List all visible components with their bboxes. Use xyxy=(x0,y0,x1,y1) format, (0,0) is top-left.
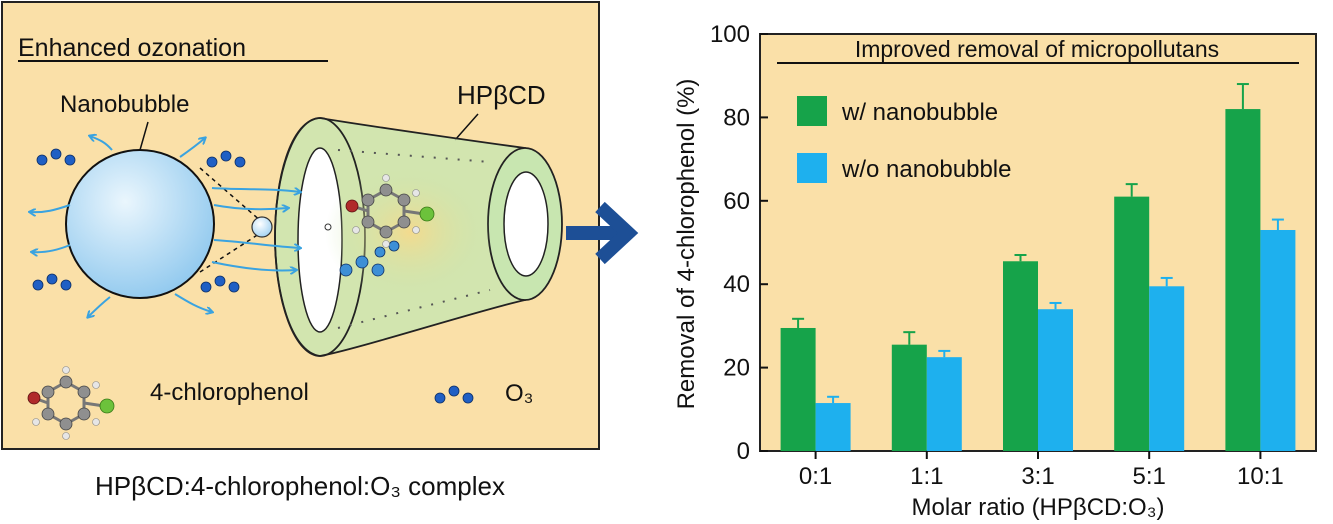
cone-inner-opening-narrow xyxy=(503,171,549,277)
y-tick-label: 0 xyxy=(737,438,750,465)
error-bar xyxy=(1125,183,1138,197)
ozone-molecule xyxy=(200,275,240,293)
legend-swatch xyxy=(797,153,827,183)
error-bar xyxy=(1049,301,1062,310)
bar-without-nanobubble-10-1 xyxy=(1260,229,1296,451)
x-tick-label: 1:1 xyxy=(910,463,943,490)
error-bar xyxy=(792,317,805,328)
bar-without-nanobubble-3-1 xyxy=(1038,309,1073,451)
legend-ozone-icon xyxy=(434,385,474,404)
right-arrow-icon xyxy=(566,201,639,265)
legend-label: w/o nanobubble xyxy=(841,156,1011,183)
error-bars xyxy=(792,83,1284,404)
error-bar xyxy=(827,395,840,404)
chart-legend: w/ nanobubble w/o nanobubble xyxy=(797,96,1011,183)
bar-chart: Improved removal of micropollutans 0 20 40… xyxy=(673,21,1317,521)
y-axis-label: Removal of 4-chlorophenol (%) xyxy=(673,79,700,410)
left-panel-caption: HPβCD:4-chlorophenol:O₃ complex xyxy=(95,471,505,501)
nanobubble-label: Nanobubble xyxy=(60,91,189,118)
bar-with-nanobubble-5-1 xyxy=(1114,196,1150,451)
legend-label: w/ nanobubble xyxy=(841,99,998,126)
bar-with-nanobubble-3-1 xyxy=(1003,261,1038,451)
ozone-molecule-in-cavity-2 xyxy=(374,240,400,258)
left-panel-title: Enhanced ozonation xyxy=(18,34,246,62)
x-tick-label: 5:1 xyxy=(1133,463,1166,490)
x-tick-label: 0:1 xyxy=(799,463,832,490)
y-tick-label: 100 xyxy=(710,21,750,48)
nanobubble xyxy=(65,149,215,299)
ozone-molecules xyxy=(32,148,400,293)
ozone-molecule-in-cavity xyxy=(339,255,385,277)
small-nanobubble xyxy=(251,216,273,238)
tiny-nanobubble xyxy=(324,223,332,231)
ozone-molecule xyxy=(206,150,246,168)
error-bar xyxy=(1236,83,1249,110)
ozone-molecule xyxy=(32,273,72,291)
x-axis: 0:1 1:1 3:1 5:1 10:1 xyxy=(799,451,1284,490)
error-bar xyxy=(1271,218,1284,230)
bar-with-nanobubble-10-1 xyxy=(1225,109,1261,451)
error-bar xyxy=(938,349,951,358)
bar-without-nanobubble-0-1 xyxy=(815,403,851,451)
ozone-molecule xyxy=(36,148,76,166)
x-tick-label: 10:1 xyxy=(1237,463,1284,490)
chlorophenol-molecule-in-cavity xyxy=(345,174,435,248)
host-label: HPβCD xyxy=(457,80,546,110)
left-panel: Enhanced ozonation Nanobubble HPβCD xyxy=(1,1,600,450)
error-bar xyxy=(1014,254,1027,262)
bar-without-nanobubble-5-1 xyxy=(1149,286,1185,451)
legend-chlorophenol-label: 4-chlorophenol xyxy=(150,379,309,406)
legend-ozone-label: O₃ xyxy=(505,380,533,407)
chart-title: Improved removal of micropollutans xyxy=(855,36,1219,62)
x-axis-label: Molar ratio (HPβCD:O₃) xyxy=(912,494,1165,521)
error-bar xyxy=(903,331,916,345)
host-pointer xyxy=(454,113,479,141)
y-tick-label: 60 xyxy=(723,188,750,215)
error-bar xyxy=(1160,276,1173,287)
bar-with-nanobubble-1-1 xyxy=(891,344,927,451)
y-tick-label: 40 xyxy=(723,271,750,298)
y-axis: 0 20 40 60 80 100 xyxy=(710,21,768,465)
diffusion-arrows xyxy=(30,136,300,317)
x-tick-label: 3:1 xyxy=(1021,463,1054,490)
legend-chlorophenol-icon xyxy=(27,366,115,440)
nanobubble-pointer xyxy=(139,121,149,151)
legend-swatch xyxy=(797,96,827,126)
y-tick-label: 80 xyxy=(723,104,750,131)
bars xyxy=(780,109,1296,451)
y-tick-label: 20 xyxy=(723,355,750,382)
bar-with-nanobubble-0-1 xyxy=(780,327,816,451)
bar-without-nanobubble-1-1 xyxy=(926,357,962,451)
tangent-line-upper xyxy=(199,167,263,223)
